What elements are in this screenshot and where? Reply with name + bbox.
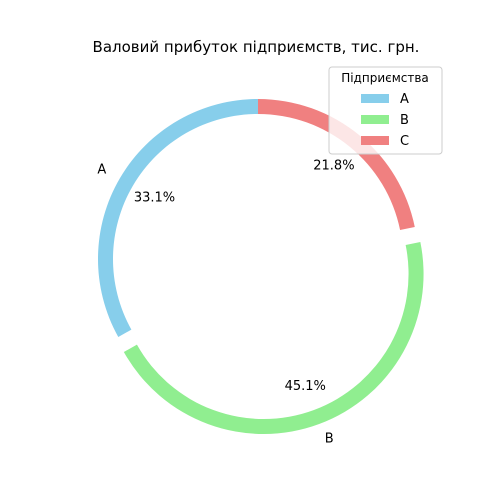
legend-label-a: A [400,92,409,107]
slice-a [98,99,258,337]
slice-labels: 33.1% A 45.1% B 21.8% [97,159,354,447]
slice-b-label: B [325,432,334,447]
legend-swatch-b [361,115,389,124]
slice-a-percent: 33.1% [134,191,175,206]
slice-b-percent: 45.1% [285,379,326,394]
legend-title: Підприємства [341,71,429,85]
legend-label-c: C [400,134,409,149]
chart-title: Валовий прибуток підприємств, тис. грн. [93,38,420,56]
legend-frame [328,66,443,155]
legend: Підприємства ABC [328,66,443,155]
legend-swatch-c [361,136,389,145]
slice-a-label: A [97,162,106,177]
legend-swatch-a [361,94,389,103]
slice-c-percent: 21.8% [313,159,354,174]
legend-items: ABC [361,92,409,149]
legend-label-b: B [400,113,409,128]
